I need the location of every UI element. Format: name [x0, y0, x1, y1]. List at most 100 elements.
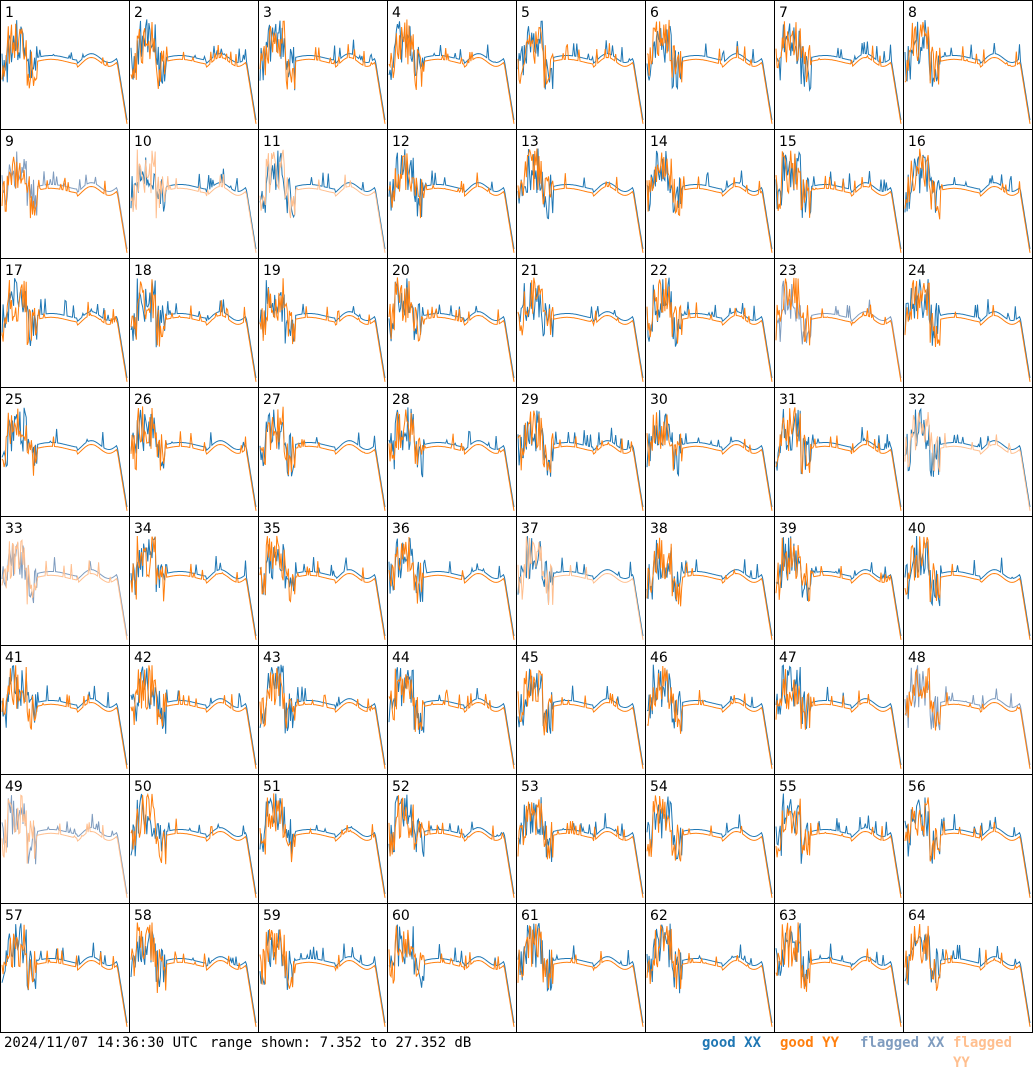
panel-frame: [129, 0, 259, 130]
panel-label: 9: [5, 134, 14, 150]
series-xx: [646, 664, 773, 766]
panel-52: 52: [387, 774, 517, 904]
panel-frame: [516, 0, 646, 130]
series-yy: [646, 924, 773, 1027]
series-yy: [388, 925, 515, 1027]
series-yy: [130, 21, 257, 124]
panel-40: 40: [903, 516, 1033, 646]
panel-label: 11: [263, 134, 281, 150]
panel-33: 33: [0, 516, 130, 646]
panel-46: 46: [645, 645, 775, 775]
panel-20: 20: [387, 258, 517, 388]
series-yy: [517, 410, 644, 511]
panel-3: 3: [258, 0, 388, 130]
series-xx: [646, 539, 773, 637]
panel-label: 64: [908, 908, 926, 924]
panel-16: 16: [903, 129, 1033, 259]
series-yy: [388, 277, 515, 382]
panel-label: 37: [521, 521, 539, 537]
series-yy: [775, 277, 902, 382]
panel-label: 25: [5, 392, 23, 408]
series-yy: [1, 156, 128, 253]
panel-frame: [774, 0, 904, 130]
panel-43: 43: [258, 645, 388, 775]
series-yy: [904, 280, 1031, 382]
panel-58: 58: [129, 903, 259, 1033]
panel-label: 33: [5, 521, 23, 537]
panel-48: 48: [903, 645, 1033, 775]
series-yy: [1, 408, 128, 511]
panel-59: 59: [258, 903, 388, 1033]
series-yy: [1, 794, 128, 898]
panel-4: 4: [387, 0, 517, 130]
panel-36: 36: [387, 516, 517, 646]
series-yy: [904, 536, 1031, 640]
panel-50: 50: [129, 774, 259, 904]
series-xx: [904, 279, 1031, 379]
panel-label: 43: [263, 650, 281, 666]
series-xx: [130, 793, 257, 895]
panel-label: 58: [134, 908, 152, 924]
panel-label: 5: [521, 5, 530, 21]
series-xx: [388, 21, 515, 121]
panel-label: 17: [5, 263, 23, 279]
series-yy: [259, 535, 386, 640]
series-xx: [1, 923, 128, 1024]
panel-label: 20: [392, 263, 410, 279]
panel-2: 2: [129, 0, 259, 130]
series-yy: [904, 21, 1031, 124]
panel-label: 29: [521, 392, 539, 408]
panel-label: 19: [263, 263, 281, 279]
series-yy: [646, 537, 773, 640]
series-yy: [775, 669, 902, 769]
panel-label: 32: [908, 392, 926, 408]
panel-57: 57: [0, 903, 130, 1033]
panel-label: 18: [134, 263, 152, 279]
series-yy: [1, 23, 128, 124]
timestamp: 2024/11/07 14:36:30 UTC: [4, 1035, 198, 1051]
panel-21: 21: [516, 258, 646, 388]
panel-label: 45: [521, 650, 539, 666]
series-xx: [904, 20, 1031, 121]
panel-label: 42: [134, 650, 152, 666]
panel-frame: [645, 0, 775, 130]
legend-good-yy: good YY: [780, 1035, 840, 1051]
panel-label: 7: [779, 5, 788, 21]
panel-49: 49: [0, 774, 130, 904]
panel-label: 56: [908, 779, 926, 795]
series-yy: [646, 19, 773, 124]
panel-35: 35: [258, 516, 388, 646]
series-yy: [904, 923, 1031, 1027]
series-xx: [259, 544, 386, 637]
panel-44: 44: [387, 645, 517, 775]
series-yy: [517, 923, 644, 1027]
series-yy: [130, 149, 257, 253]
panel-frame: [903, 0, 1033, 130]
series-yy: [1, 924, 128, 1027]
series-xx: [775, 923, 902, 1024]
panel-label: 62: [650, 908, 668, 924]
panel-label: 63: [779, 908, 797, 924]
series-yy: [259, 928, 386, 1027]
panel-label: 54: [650, 779, 668, 795]
panel-label: 10: [134, 134, 152, 150]
panel-45: 45: [516, 645, 646, 775]
panel-9: 9: [0, 129, 130, 259]
series-yy: [775, 798, 902, 898]
panel-34: 34: [129, 516, 259, 646]
series-xx: [259, 793, 386, 895]
series-yy: [646, 412, 773, 511]
panel-8: 8: [903, 0, 1033, 130]
legend-good-xx: good XX: [702, 1035, 762, 1051]
series-xx: [517, 668, 644, 766]
series-xx: [904, 535, 1031, 637]
series-xx: [775, 664, 902, 766]
series-yy: [775, 922, 902, 1027]
series-yy: [388, 536, 515, 640]
panel-label: 13: [521, 134, 539, 150]
series-yy: [904, 667, 1031, 769]
panel-label: 53: [521, 779, 539, 795]
panel-label: 49: [5, 779, 23, 795]
panel-27: 27: [258, 387, 388, 517]
